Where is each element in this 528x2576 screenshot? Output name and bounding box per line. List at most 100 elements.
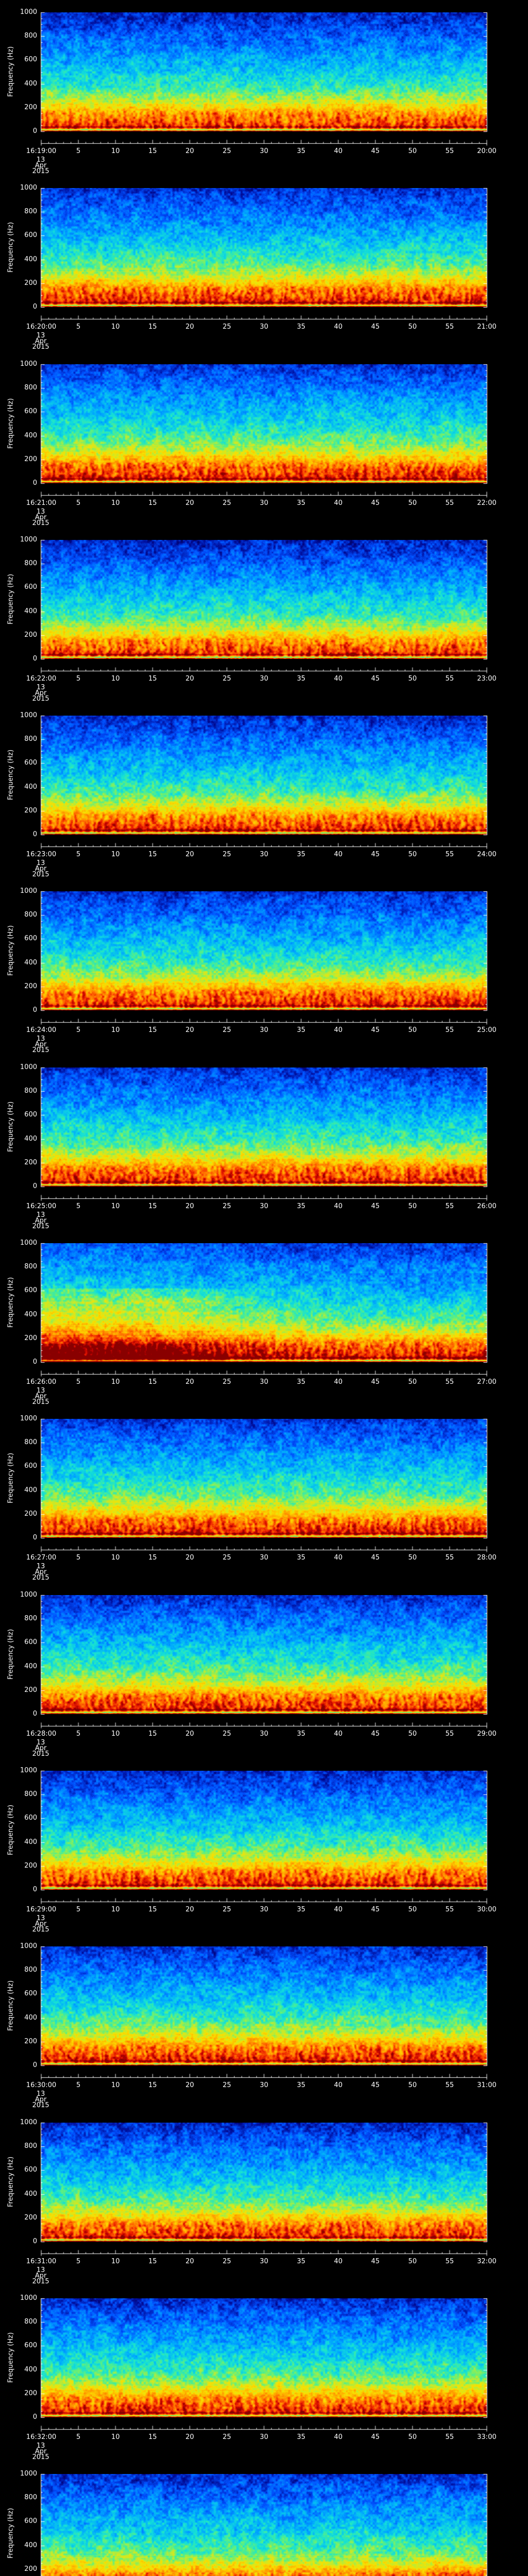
date-line: 13 [36, 156, 45, 164]
x-tick-label: 10 [111, 851, 120, 858]
start-time-label: 16:20:00 [26, 323, 57, 331]
x-tick-label: 10 [111, 323, 120, 331]
y-tick-label: 600 [24, 408, 37, 415]
x-tick-label: 25 [222, 147, 232, 155]
axes-canvas [0, 1583, 528, 1759]
y-tick-label: 200 [24, 1334, 37, 1342]
x-tick-label: 10 [111, 147, 120, 155]
y-tick-label: 600 [24, 759, 37, 767]
y-tick-label: 1000 [20, 184, 37, 192]
x-tick-label: 25 [222, 2258, 232, 2265]
x-tick-label: 25 [222, 499, 232, 507]
date-line: Apr [35, 1568, 47, 1576]
date-line: Apr [35, 865, 47, 873]
date-line: 13 [36, 2090, 45, 2098]
x-tick-label: 45 [371, 499, 380, 507]
x-tick-label: 25 [222, 1730, 232, 1738]
x-tick-label: 50 [408, 1026, 417, 1034]
x-tick-label: 5 [76, 1730, 81, 1738]
y-tick-label: 400 [24, 1663, 37, 1670]
y-tick-label: 400 [24, 2366, 37, 2374]
y-tick-label: 800 [24, 735, 37, 743]
x-tick-label: 15 [148, 2258, 157, 2265]
date-line: 2015 [32, 695, 50, 703]
date-line: 13 [36, 1914, 45, 1922]
date-line: 2015 [32, 1574, 50, 1582]
y-tick-label: 1000 [20, 711, 37, 719]
x-tick-label: 55 [445, 851, 454, 858]
x-tick-label: 45 [371, 2081, 380, 2089]
y-tick-label: 400 [24, 432, 37, 439]
date-line: 13 [36, 332, 45, 340]
y-tick-label: 800 [24, 384, 37, 392]
y-tick-label: 200 [24, 2565, 37, 2573]
x-tick-label: 35 [296, 1906, 306, 1913]
x-tick-label: 55 [445, 499, 454, 507]
y-tick-label: 600 [24, 583, 37, 591]
x-tick-label: 35 [296, 2258, 306, 2265]
x-tick-label: 45 [371, 851, 380, 858]
y-tick-label: 200 [24, 279, 37, 287]
x-tick-label: 5 [76, 323, 81, 331]
y-tick-label: 400 [24, 607, 37, 615]
date-line: 2015 [32, 343, 50, 351]
y-tick-label: 200 [24, 455, 37, 463]
y-tick-label: 0 [32, 2061, 37, 2069]
date-line: 13 [36, 1387, 45, 1395]
x-tick-label: 40 [334, 675, 343, 683]
x-tick-label: 5 [76, 851, 81, 858]
x-tick-label: 15 [148, 1202, 157, 1210]
x-tick-label: 35 [296, 851, 306, 858]
start-time-label: 16:22:00 [26, 675, 57, 683]
y-tick-label: 1000 [20, 8, 37, 16]
y-tick-label: 800 [24, 2494, 37, 2501]
x-tick-label: 15 [148, 147, 157, 155]
x-tick-label: 50 [408, 1554, 417, 1562]
end-time-label: 20:00 [477, 147, 497, 155]
x-tick-label: 40 [334, 2258, 343, 2265]
y-tick-label: 400 [24, 959, 37, 967]
x-tick-label: 30 [259, 2433, 269, 2441]
y-tick-label: 200 [24, 2389, 37, 2397]
y-tick-label: 200 [24, 807, 37, 815]
y-tick-label: 0 [32, 303, 37, 311]
start-time-label: 16:23:00 [26, 851, 57, 858]
x-tick-label: 20 [185, 1378, 194, 1386]
y-tick-label: 200 [24, 104, 37, 111]
x-tick-label: 40 [334, 2081, 343, 2089]
y-tick-label: 0 [32, 1534, 37, 1541]
end-time-label: 33:00 [477, 2433, 497, 2441]
y-tick-label: 800 [24, 911, 37, 919]
start-time-label: 16:32:00 [26, 2433, 57, 2441]
y-tick-label: 600 [24, 935, 37, 942]
x-tick-label: 55 [445, 1554, 454, 1562]
x-tick-label: 50 [408, 323, 417, 331]
y-tick-label: 800 [24, 1966, 37, 1974]
x-tick-label: 15 [148, 499, 157, 507]
date-line: 2015 [32, 2102, 50, 2109]
x-tick-label: 30 [259, 499, 269, 507]
x-tick-label: 5 [76, 1906, 81, 1913]
x-tick-label: 50 [408, 147, 417, 155]
start-time-label: 16:21:00 [26, 499, 57, 507]
x-tick-label: 5 [76, 499, 81, 507]
y-tick-label: 800 [24, 1087, 37, 1095]
end-time-label: 28:00 [477, 1554, 497, 1562]
x-tick-label: 10 [111, 675, 120, 683]
spectrogram-panel-162900: Frequency (Hz) 0 200 400 600 800 1000 16:29:0… [0, 1758, 528, 1935]
axes-canvas [0, 2462, 528, 2576]
x-tick-label: 20 [185, 147, 194, 155]
x-tick-label: 5 [76, 2081, 81, 2089]
spectrogram-panel-162100: Frequency (Hz) 0 200 400 600 800 1000 16:21:0… [0, 352, 528, 528]
x-tick-label: 50 [408, 1202, 417, 1210]
x-tick-label: 20 [185, 1906, 194, 1913]
y-tick-label: 600 [24, 2517, 37, 2525]
axes-canvas [0, 703, 528, 879]
y-tick-label: 400 [24, 2014, 37, 2022]
x-tick-label: 20 [185, 2433, 194, 2441]
axes-canvas [0, 176, 528, 352]
axes-canvas [0, 352, 528, 528]
date-line: Apr [35, 337, 47, 345]
